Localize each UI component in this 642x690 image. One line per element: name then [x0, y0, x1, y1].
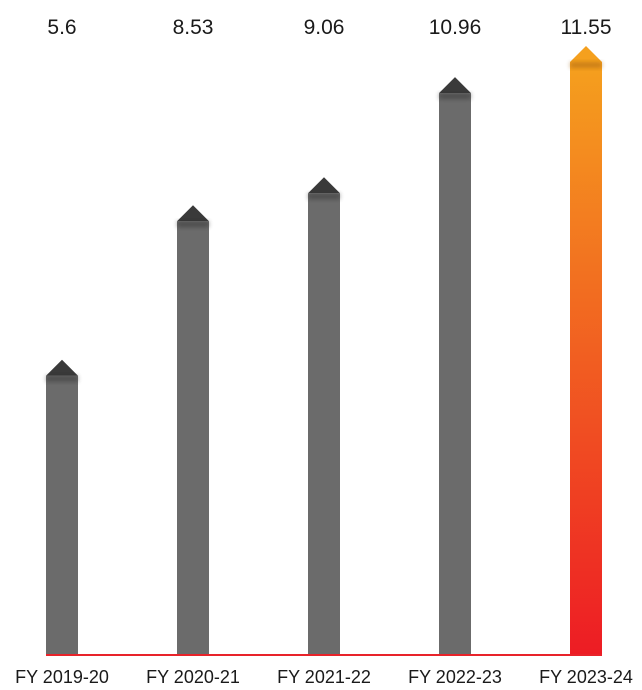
- category-label-0: FY 2019-20: [15, 667, 109, 687]
- value-label-1: 8.53: [173, 16, 214, 39]
- bar-cap-0: [46, 359, 78, 376]
- bars-group: [46, 46, 602, 656]
- bar-cap-shadow-4: [570, 62, 602, 68]
- bar-cap-4: [570, 46, 602, 62]
- category-label-4: FY 2023-24: [539, 667, 633, 687]
- bar-1: [177, 221, 209, 655]
- bar-cap-1: [177, 205, 209, 222]
- category-label-1: FY 2020-21: [146, 667, 240, 687]
- bar-0: [46, 375, 78, 655]
- category-label-2: FY 2021-22: [277, 667, 371, 687]
- bar-cap-3: [439, 77, 471, 94]
- value-label-3: 10.96: [429, 16, 482, 39]
- value-label-2: 9.06: [304, 16, 345, 39]
- bar-3: [439, 93, 471, 656]
- bar-2: [308, 193, 340, 656]
- bar-cap-shadow-0: [46, 375, 78, 382]
- category-labels-group: FY 2019-20 FY 2020-21 FY 2021-22 FY 2022-23…: [15, 667, 633, 687]
- bar-cap-shadow-1: [177, 221, 209, 228]
- bar-cap-shadow-3: [439, 93, 471, 100]
- value-labels-group: 5.6 8.53 9.06 10.96 11.55: [47, 16, 611, 39]
- value-label-4: 11.55: [561, 16, 612, 39]
- category-label-3: FY 2022-23: [408, 667, 502, 687]
- bar-cap-2: [308, 177, 340, 194]
- value-label-0: 5.6: [47, 16, 76, 39]
- bar-cap-shadow-2: [308, 193, 340, 200]
- bar-4: [570, 62, 602, 655]
